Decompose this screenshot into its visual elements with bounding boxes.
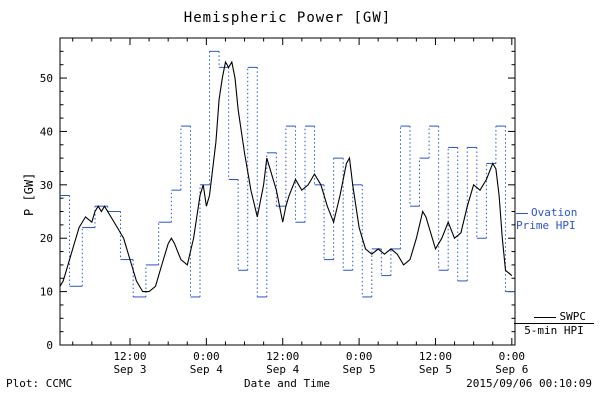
x-axis-label: Date and Time	[243, 377, 331, 390]
svg-text:0: 0	[46, 339, 53, 352]
plot-timestamp: 2015/09/06 00:10:09	[466, 377, 592, 390]
legend-ovation: Ovation Prime HPI	[516, 206, 577, 232]
svg-text:Sep 3: Sep 3	[113, 363, 146, 376]
svg-text:0:00: 0:00	[499, 350, 526, 363]
svg-text:12:00: 12:00	[419, 350, 452, 363]
legend-swpc-label2: 5-min HPI	[514, 323, 594, 337]
svg-text:20: 20	[40, 232, 53, 245]
svg-text:Sep 4: Sep 4	[190, 363, 223, 376]
ovation-line-sample	[516, 212, 528, 214]
chart-title: Hemispheric Power [GW]	[183, 10, 392, 26]
svg-text:Sep 5: Sep 5	[419, 363, 452, 376]
svg-text:0:00: 0:00	[193, 350, 220, 363]
svg-text:0:00: 0:00	[346, 350, 373, 363]
svg-text:Sep 4: Sep 4	[266, 363, 299, 376]
legend-ovation-label2: Prime HPI	[516, 219, 576, 232]
svg-text:40: 40	[40, 125, 53, 138]
legend-swpc-line1: SWPC	[514, 310, 594, 323]
legend-ovation-line1: Ovation	[516, 206, 577, 219]
axes-frame	[59, 37, 516, 346]
svg-text:12:00: 12:00	[266, 350, 299, 363]
svg-text:50: 50	[40, 72, 53, 85]
legend-ovation-label1: Ovation	[531, 206, 578, 219]
swpc-series-line	[59, 60, 513, 293]
svg-text:Sep 5: Sep 5	[343, 363, 376, 376]
legend-swpc: SWPC 5-min HPI	[514, 310, 594, 337]
svg-text:30: 30	[40, 179, 53, 192]
svg-text:10: 10	[40, 286, 53, 299]
svg-text:Sep 6: Sep 6	[495, 363, 528, 376]
legend-swpc-label1: SWPC	[559, 310, 587, 323]
swpc-line-sample	[533, 316, 556, 318]
plot-source-label: Plot: CCMC	[6, 377, 73, 390]
svg-text:12:00: 12:00	[113, 350, 146, 363]
